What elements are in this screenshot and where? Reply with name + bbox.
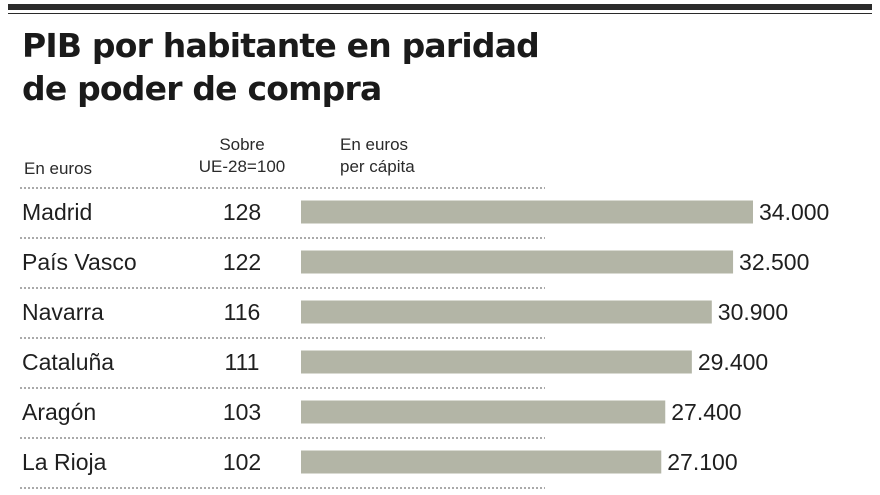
top-rule-thin — [8, 13, 872, 14]
category-label: País Vasco — [22, 249, 137, 275]
index-value: 111 — [225, 349, 260, 375]
bar — [301, 200, 753, 224]
index-value: 116 — [224, 299, 261, 325]
value-label: 32.500 — [739, 249, 809, 275]
value-label: 27.100 — [667, 449, 737, 475]
index-header-line2: UE-28=100 — [198, 157, 286, 176]
value-label: 30.900 — [718, 299, 788, 325]
category-label: Cataluña — [22, 349, 114, 375]
bar — [301, 300, 712, 324]
bar — [301, 350, 692, 374]
top-rule — [8, 4, 872, 10]
category-label: Madrid — [22, 199, 92, 225]
index-header: Sobre UE-28=100 — [190, 134, 294, 178]
category-label: Aragón — [22, 399, 96, 425]
unit-header: En euros — [24, 159, 93, 178]
value-header-line1: En euros — [340, 135, 409, 154]
bar — [301, 400, 666, 424]
category-label: Navarra — [22, 299, 104, 325]
value-label: 34.000 — [759, 199, 829, 225]
bar — [301, 450, 662, 474]
category-label: La Rioja — [22, 449, 107, 475]
value-label: 29.400 — [698, 349, 768, 375]
value-header: En euros per cápita — [340, 134, 415, 178]
chart-title: PIB por habitante en paridad de poder de… — [22, 26, 540, 108]
value-label: 27.400 — [671, 399, 741, 425]
index-value: 103 — [223, 399, 261, 425]
value-header-line2: per cápita — [340, 157, 415, 176]
index-value: 128 — [223, 199, 261, 225]
index-header-line1: Sobre — [219, 135, 265, 154]
index-value: 122 — [223, 249, 261, 275]
index-value: 102 — [223, 449, 261, 475]
bar — [301, 250, 734, 274]
